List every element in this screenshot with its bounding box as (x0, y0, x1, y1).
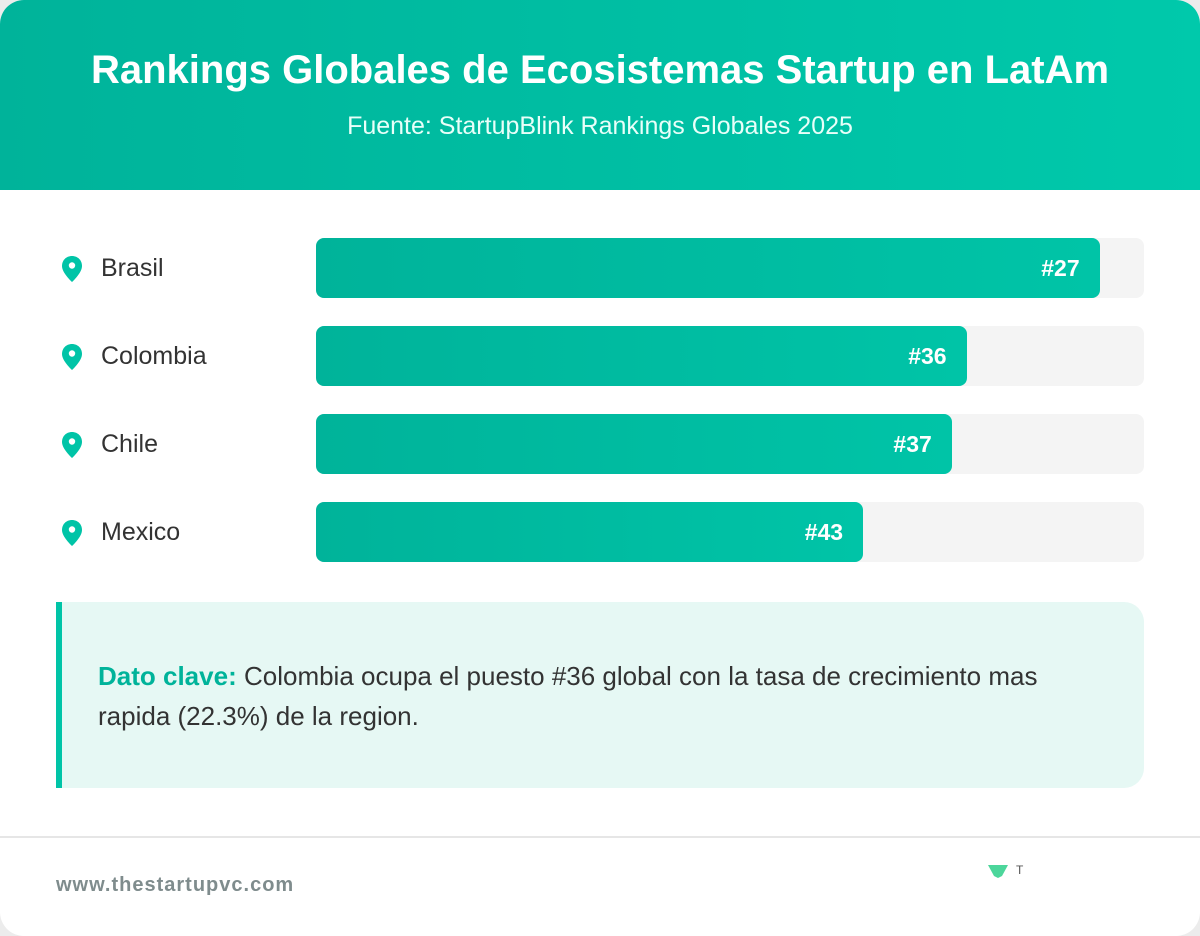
bar-row: Mexico #43 (56, 502, 1144, 562)
pin-icon (62, 256, 82, 282)
divider (0, 836, 1200, 838)
bar-row: Brasil #27 (56, 238, 1144, 298)
bar-track: #36 (316, 326, 1144, 386)
value-label: #27 (1041, 255, 1080, 281)
pin-icon (62, 520, 82, 546)
bar: #36 (316, 326, 967, 386)
value-label: #43 (804, 519, 844, 545)
bar-row: Colombia #36 (56, 326, 1144, 386)
bar: #37 (316, 414, 952, 474)
pin-icon (62, 432, 82, 458)
category-label: Colombia (101, 342, 207, 370)
bar-row: Chile #37 (56, 414, 1144, 474)
footer-url: www.thestartupvc.com (56, 874, 295, 896)
category-label: Mexico (101, 518, 181, 546)
category-label: Brasil (101, 254, 164, 282)
callout-label: Dato clave: (98, 661, 237, 691)
category-label: Chile (101, 430, 158, 458)
bar: #43 (316, 502, 864, 562)
callout: Dato clave: Colombia ocupa el puesto #36… (56, 602, 1144, 788)
header: Rankings Globales de Ecosistemas Startup… (0, 0, 1200, 190)
logo-icon (988, 865, 1008, 878)
bar-track: #27 (316, 238, 1144, 298)
chart-subtitle: Fuente: StartupBlink Rankings Globales 2… (347, 112, 853, 140)
logo-text: T (1016, 863, 1024, 877)
chart-title: Rankings Globales de Ecosistemas Startup… (90, 48, 1110, 92)
callout-text: Colombia ocupa el puesto #36 global con … (98, 661, 1038, 731)
value-label: #37 (893, 431, 932, 457)
value-label: #36 (908, 343, 947, 369)
bar-track: #43 (316, 502, 1144, 562)
bar: #27 (316, 238, 1100, 298)
pin-icon (62, 344, 82, 370)
bar-track: #37 (316, 414, 1144, 474)
